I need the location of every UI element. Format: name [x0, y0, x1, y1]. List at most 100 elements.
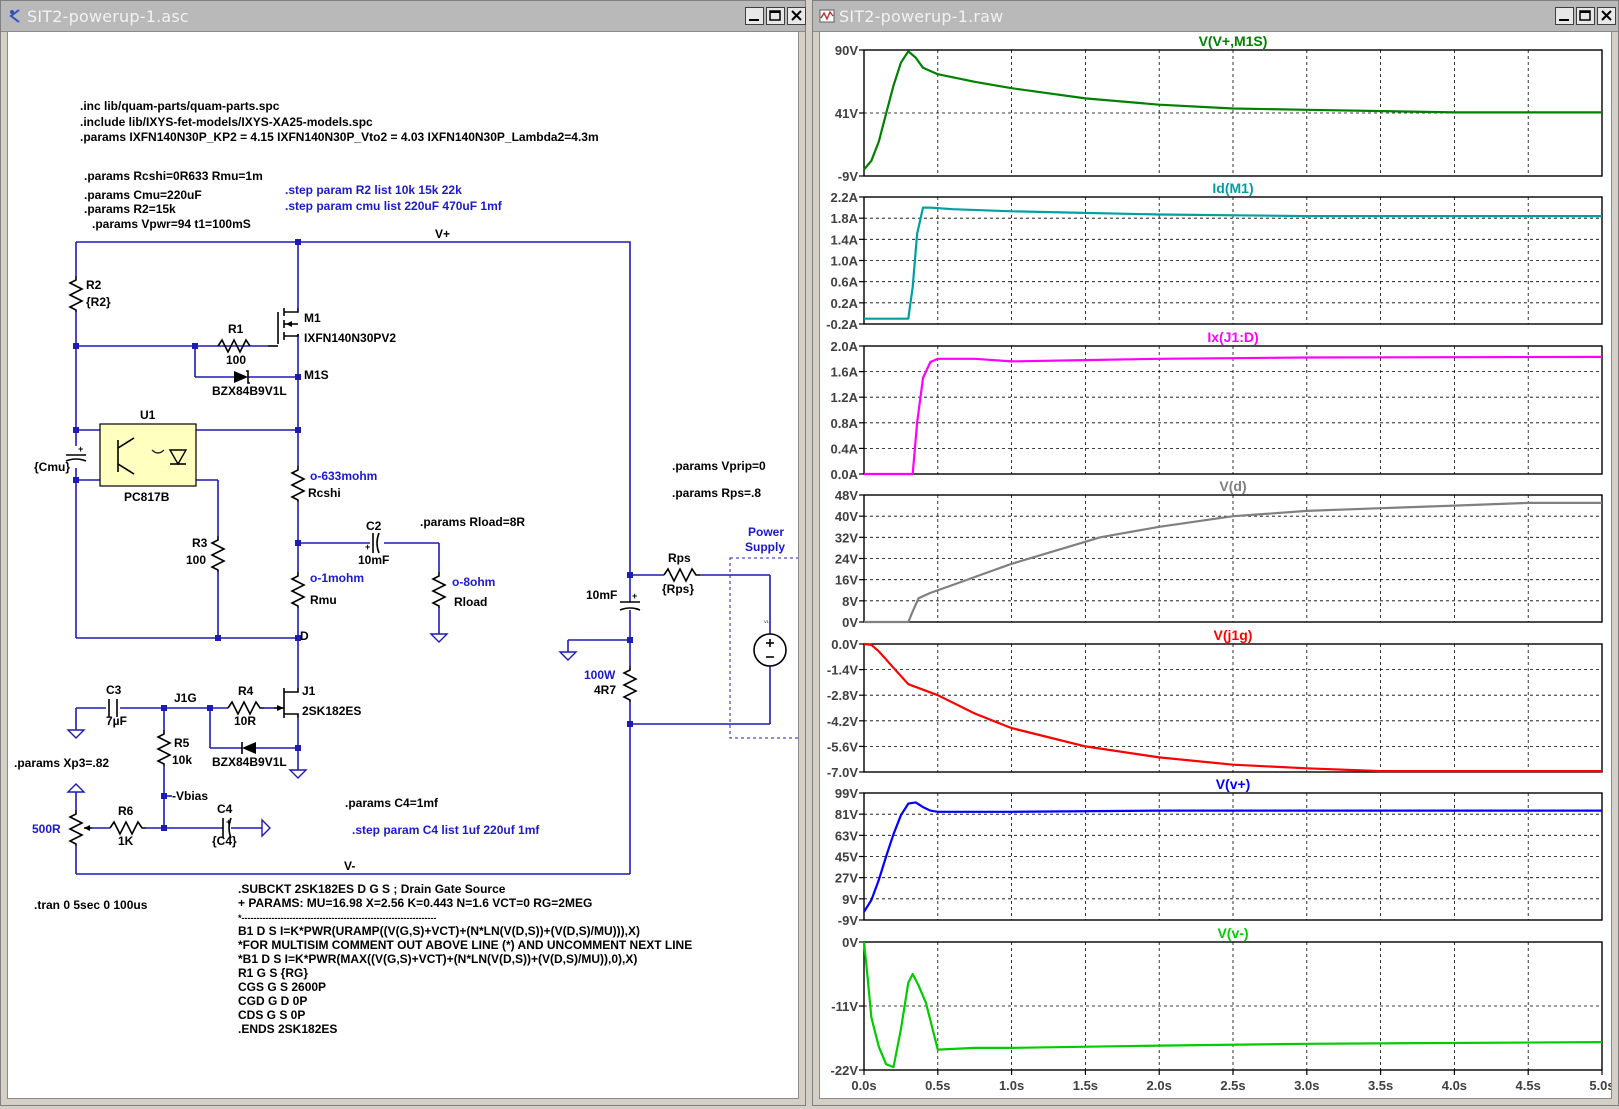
x-tick-label: 1.0s: [999, 1078, 1024, 1093]
capacitor-psu[interactable]: + 10mF: [586, 588, 641, 611]
rmu-name: Rmu: [310, 593, 337, 607]
trace-line[interactable]: [862, 941, 1603, 1069]
mosfet-m1[interactable]: M1 IXFN140N30PV2: [268, 308, 396, 347]
plot-title[interactable]: V(j1g): [1214, 627, 1253, 643]
resistor-rmu[interactable]: o-1mohm Rmu: [290, 571, 364, 608]
trace-line[interactable]: [864, 355, 1603, 476]
subckt-line: *FOR MULTISIM COMMENT OUT ABOVE LINE (*)…: [238, 938, 692, 952]
r4-value: 10R: [234, 714, 256, 728]
directive-params-rload[interactable]: .params Rload=8R: [420, 515, 525, 529]
plot-title[interactable]: V(d): [1219, 478, 1246, 494]
schematic-canvas[interactable]: .inc lib/quam-parts/quam-parts.spc .incl…: [7, 31, 799, 1099]
x-tick-label: 3.0s: [1294, 1078, 1319, 1093]
jfet-j1[interactable]: J1 2SK182ES: [274, 684, 361, 718]
directive-inc-quam[interactable]: .inc lib/quam-parts/quam-parts.spc: [80, 99, 280, 113]
rd-value: 4R7: [594, 683, 616, 697]
directive-params-vpwr[interactable]: .params Vpwr=94 t1=100mS: [92, 217, 251, 231]
trace-line[interactable]: [863, 50, 1602, 171]
rps-value: {Rps}: [662, 582, 694, 596]
net-label-vbias[interactable]: -Vbias: [172, 789, 208, 803]
c2-name: C2: [366, 519, 382, 533]
plot-title[interactable]: V(v+): [1216, 776, 1251, 792]
zener-diode-d2[interactable]: BZX84B9V1L: [212, 742, 287, 769]
psu-cap-value: 10mF: [586, 588, 617, 602]
trace-line[interactable]: [864, 206, 1602, 320]
directive-params-rps[interactable]: .params Rps=.8: [672, 486, 761, 500]
capacitor-cmu[interactable]: + {Cmu}: [34, 444, 87, 474]
ltspice-schematic-icon: [9, 9, 20, 23]
subckt-line: + PARAMS: MU=16.98 X=2.56 K=0.443 N=1.6 …: [238, 896, 592, 910]
maximize-button[interactable]: [1576, 7, 1595, 25]
schematic-window[interactable]: SIT2-powerup-1.asc .inc lib/quam-parts/q…: [0, 0, 806, 1106]
net-label-vplus[interactable]: V+: [435, 227, 450, 241]
optocoupler-u1[interactable]: U1 PC817B: [99, 408, 197, 504]
capacitor-c4[interactable]: + C4 {C4}: [212, 802, 237, 848]
plot-frame[interactable]: [863, 643, 1603, 773]
waveform-window[interactable]: SIT2-powerup-1.raw V(V+,M1S) 90V 41V -9V Id(…: [812, 0, 1619, 1106]
potentiometer-500r[interactable]: 500R: [32, 783, 92, 846]
trace-line[interactable]: [863, 642, 1602, 773]
directive-include-ixys[interactable]: .include lib/IXYS-fet-models/IXYS-XA25-m…: [80, 115, 373, 129]
waveform-plots[interactable]: V(V+,M1S) 90V 41V -9V Id(M1) 2.2A 1.8A 1.4A 1.0A…: [820, 32, 1612, 1099]
directive-tran[interactable]: .tran 0 5sec 0 100us: [34, 898, 148, 912]
rcshi-value: o-633mohm: [310, 469, 377, 483]
subckt-line: CGD G D 0P: [238, 994, 307, 1008]
y-tick-label: -0.2A: [826, 317, 858, 332]
schematic-drawing[interactable]: .inc lib/quam-parts/quam-parts.spc .incl…: [8, 32, 799, 1099]
directive-params-ixfn[interactable]: .params IXFN140N30P_KP2 = 4.15 IXFN140N3…: [80, 130, 599, 144]
plot-title[interactable]: Ix(J1:D): [1207, 329, 1258, 345]
resistor-r2[interactable]: R2 {R2}: [68, 276, 111, 312]
resistor-rcshi[interactable]: o-633mohm Rcshi: [290, 466, 377, 502]
net-label-j1g[interactable]: J1G: [174, 691, 197, 705]
net-label-d[interactable]: D: [300, 629, 309, 643]
schematic-titlebar[interactable]: SIT2-powerup-1.asc: [1, 1, 806, 32]
resistor-4r7[interactable]: 100W 4R7: [584, 666, 638, 702]
close-button[interactable]: [1597, 7, 1616, 25]
minimize-button[interactable]: [1555, 7, 1574, 25]
j1-name: J1: [302, 684, 316, 698]
trace-line[interactable]: [864, 501, 1602, 624]
resistor-rload[interactable]: o-8ohm Rload: [431, 572, 495, 609]
net-label-vminus[interactable]: V-: [344, 859, 355, 873]
capacitor-c2[interactable]: + C2 10mF: [358, 519, 389, 567]
zener-diode-d1[interactable]: BZX84B9V1L: [212, 370, 287, 398]
y-tick-label: 0.4A: [831, 441, 859, 456]
resistor-r3[interactable]: R3 100: [186, 536, 226, 572]
plot-title[interactable]: Id(M1): [1212, 180, 1253, 196]
directive-params-vprip[interactable]: .params Vprip=0: [672, 459, 766, 473]
power-supply-block[interactable]: Power Supply V1: [729, 525, 799, 739]
close-button[interactable]: [787, 7, 806, 25]
waveform-titlebar[interactable]: SIT2-powerup-1.raw: [813, 1, 1618, 32]
subckt-text-block[interactable]: .SUBCKT 2SK182ES D G S ; Drain Gate Sour…: [238, 882, 692, 1036]
resistor-r5[interactable]: R5 10k: [156, 730, 192, 767]
directive-params-cmu[interactable]: .params Cmu=220uF: [84, 188, 202, 202]
close-icon: [791, 10, 802, 21]
resistor-r6[interactable]: R6 1K: [109, 804, 146, 848]
resistor-r4[interactable]: R4 10R: [227, 684, 264, 728]
directive-params-xp3[interactable]: .params Xp3=.82: [14, 756, 109, 770]
directive-params-rcshi[interactable]: .params Rcshi=0R633 Rmu=1m: [84, 169, 263, 183]
waveform-canvas[interactable]: V(V+,M1S) 90V 41V -9V Id(M1) 2.2A 1.8A 1.4A 1.0A…: [819, 31, 1612, 1099]
y-tick-label: 0.0V: [831, 637, 858, 652]
net-label-m1s[interactable]: M1S: [304, 368, 329, 382]
y-tick-label: 99V: [835, 786, 858, 801]
resistor-r1[interactable]: R1 100: [217, 322, 251, 367]
x-tick-label: 2.5s: [1220, 1078, 1245, 1093]
y-tick-label: -9V: [838, 913, 859, 928]
y-tick-label: -1.4V: [827, 663, 858, 678]
waveform-window-title: SIT2-powerup-1.raw: [839, 7, 1004, 26]
maximize-button[interactable]: [766, 7, 785, 25]
trace-line[interactable]: [863, 801, 1602, 913]
minimize-button[interactable]: [745, 7, 764, 25]
y-tick-label: -7.0V: [827, 765, 858, 780]
y-tick-label: 9V: [842, 892, 858, 907]
plot-title[interactable]: V(v-): [1217, 925, 1248, 941]
directive-params-c4[interactable]: .params C4=1mf: [345, 796, 439, 810]
directive-step-cmu[interactable]: .step param cmu list 220uF 470uF 1mf: [285, 199, 503, 213]
capacitor-c3[interactable]: C3 7µF: [106, 683, 127, 728]
directive-step-c4[interactable]: .step param C4 list 1uf 220uf 1mf: [352, 823, 540, 837]
resistor-rps[interactable]: Rps {Rps}: [662, 551, 700, 596]
directive-params-r2[interactable]: .params R2=15k: [84, 202, 176, 216]
directive-step-r2[interactable]: .step param R2 list 10k 15k 22k: [285, 183, 462, 197]
plot-title[interactable]: V(V+,M1S): [1199, 33, 1268, 49]
